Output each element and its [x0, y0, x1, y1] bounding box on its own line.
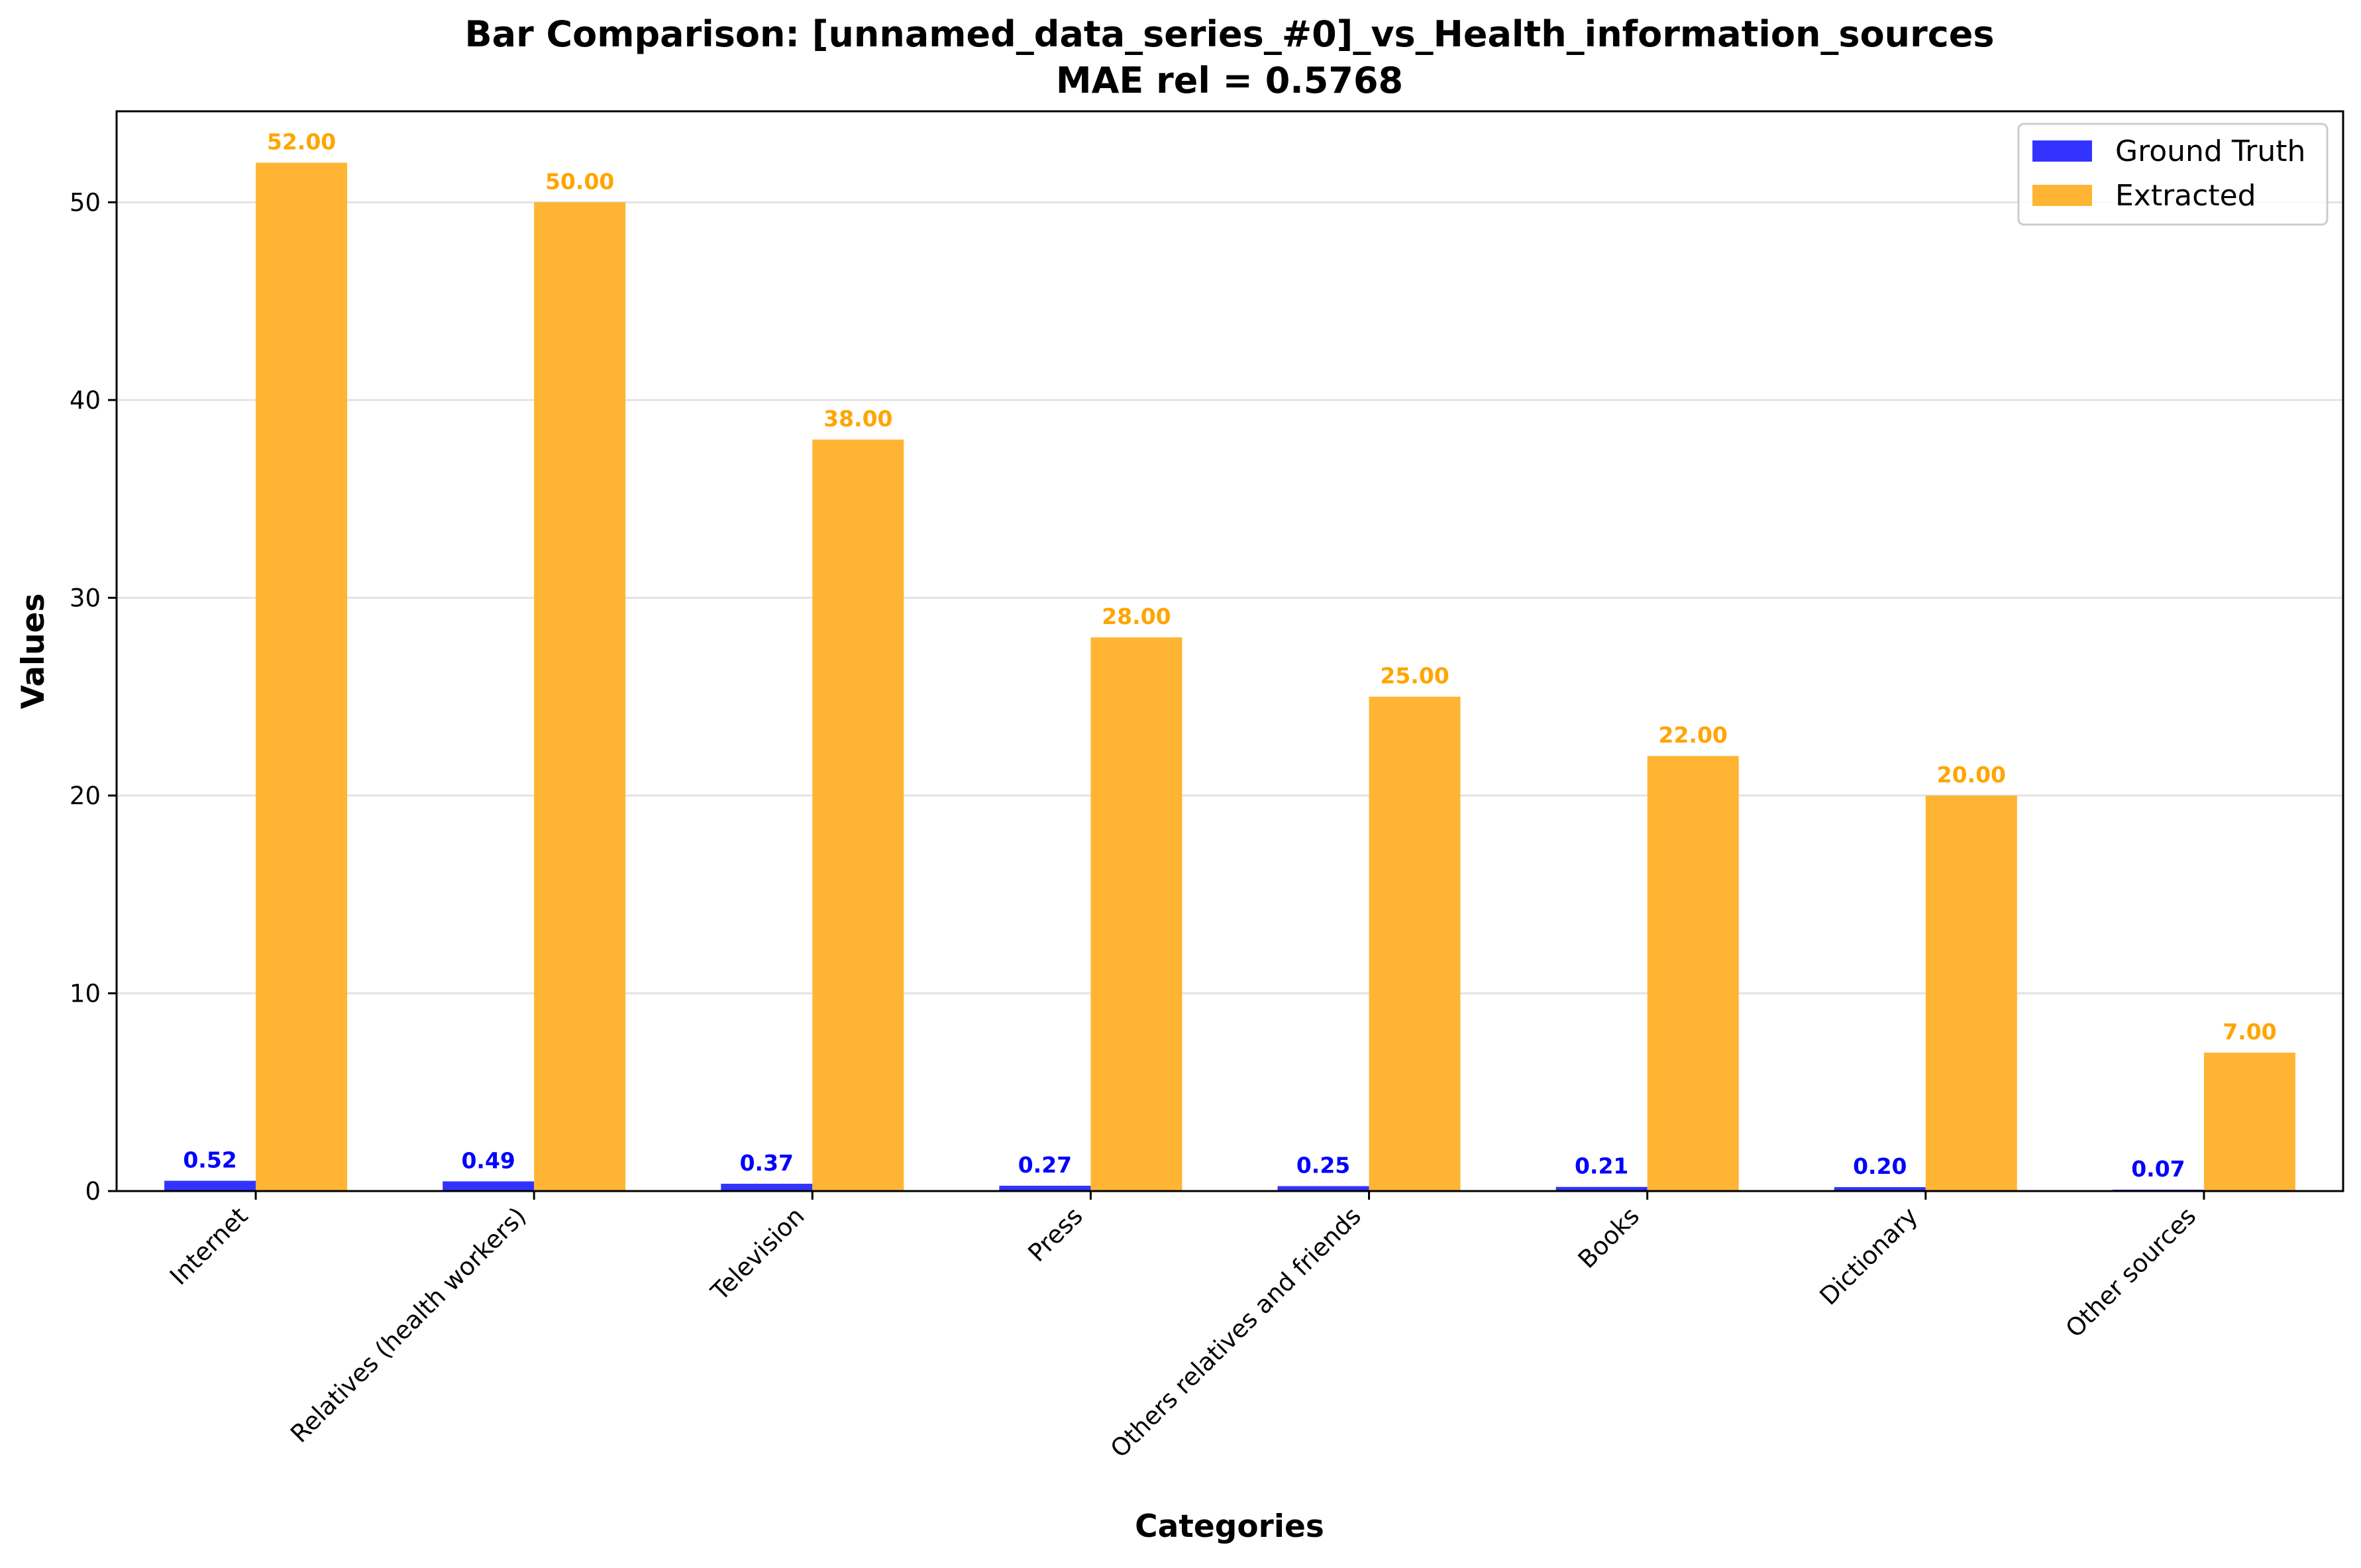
bar-value-label-extracted: 52.00 — [267, 129, 336, 155]
x-tick-label: Press — [1023, 1202, 1088, 1267]
legend-swatch-ground-truth — [2032, 140, 2092, 162]
y-tick-label: 50 — [70, 188, 101, 217]
bar-extracted — [2203, 1053, 2295, 1191]
bar-value-label-ground-truth: 0.27 — [1018, 1152, 1072, 1178]
x-axis-label: Categories — [1135, 1508, 1324, 1545]
bar-value-label-ground-truth: 0.37 — [740, 1150, 794, 1176]
bar-value-label-extracted: 28.00 — [1102, 603, 1171, 629]
bar-ground-truth — [1555, 1186, 1648, 1191]
legend: Ground Truth Extracted — [2017, 123, 2329, 226]
x-tick-label: Others relatives and friends — [1105, 1202, 1367, 1463]
bar-extracted — [1090, 637, 1182, 1191]
x-tick-label: Relatives (health workers) — [285, 1202, 531, 1448]
bar-value-label-extracted: 38.00 — [823, 406, 892, 432]
bar-value-label-ground-truth: 0.07 — [2131, 1156, 2185, 1182]
chart-subtitle: MAE rel = 0.5768 — [1056, 60, 1403, 101]
x-tick-label: Internet — [164, 1202, 253, 1290]
x-tick-label: Television — [705, 1202, 810, 1306]
legend-label-extracted: Extracted — [2115, 179, 2256, 213]
bar-extracted — [1647, 756, 1739, 1191]
bar-value-label-ground-truth: 0.52 — [183, 1147, 236, 1173]
bar-value-label-ground-truth: 0.21 — [1575, 1153, 1628, 1179]
y-tick-label: 40 — [70, 386, 101, 415]
bar-ground-truth — [164, 1180, 256, 1191]
y-tick-label: 10 — [70, 979, 101, 1008]
bar-value-label-extracted: 50.00 — [545, 168, 614, 194]
x-tick-label: Books — [1573, 1202, 1645, 1274]
bar-value-label-ground-truth: 0.49 — [461, 1147, 515, 1173]
chart-title: Bar Comparison: [unnamed_data_series_#0]… — [464, 13, 1994, 55]
x-tick-label: Other sources — [2060, 1202, 2202, 1343]
y-tick-label: 30 — [70, 584, 101, 612]
bar-ground-truth — [721, 1183, 813, 1191]
legend-frame — [2017, 123, 2329, 226]
bars — [164, 162, 2295, 1192]
bar-ground-truth — [443, 1181, 535, 1191]
bar-value-label-extracted: 20.00 — [1937, 762, 2006, 788]
y-tick-label: 0 — [85, 1177, 101, 1206]
bar-extracted — [534, 202, 626, 1191]
y-tick-label: 20 — [70, 782, 101, 810]
bar-extracted — [1369, 696, 1461, 1191]
bar-ground-truth — [1277, 1186, 1369, 1191]
bar-extracted — [1925, 795, 2017, 1191]
bar-ground-truth — [1834, 1187, 1926, 1191]
legend-swatch-extracted — [2032, 185, 2092, 206]
bar-value-label-extracted: 7.00 — [2223, 1019, 2276, 1045]
legend-label-ground-truth: Ground Truth — [2115, 134, 2305, 168]
bar-ground-truth — [999, 1185, 1091, 1191]
bar-extracted — [256, 162, 348, 1192]
bar-value-label-ground-truth: 0.25 — [1296, 1153, 1350, 1178]
bar-value-labels: 0.52 52.00 0.49 50.00 0.37 38.00 0.27 28.00 0.25… — [183, 129, 2276, 1182]
y-axis-label: Values — [15, 594, 52, 709]
bar-value-label-ground-truth: 0.20 — [1853, 1153, 1907, 1179]
bar-value-label-extracted: 25.00 — [1380, 663, 1449, 689]
bar-value-label-extracted: 22.00 — [1658, 722, 1727, 748]
x-tick-label: Dictionary — [1814, 1202, 1924, 1311]
plot-area-frame — [115, 110, 2344, 1192]
bar-extracted — [812, 439, 904, 1191]
